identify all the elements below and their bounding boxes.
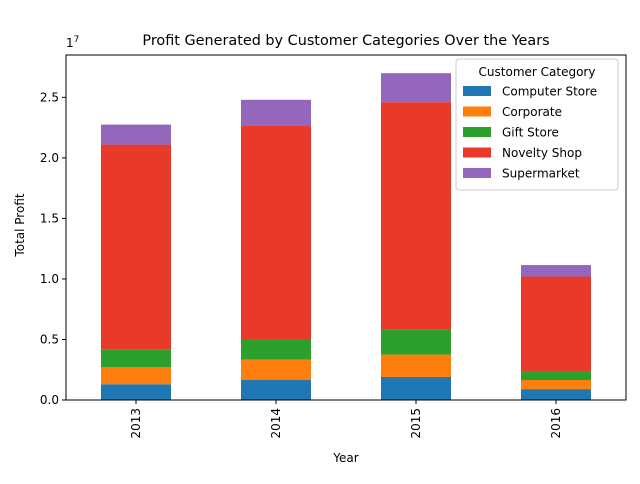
bar-computer-store-2015 xyxy=(381,377,451,400)
legend-label-corporate: Corporate xyxy=(502,105,562,119)
bar-corporate-2015 xyxy=(381,355,451,377)
legend-swatch-novelty-shop xyxy=(463,148,491,158)
legend-label-supermarket: Supermarket xyxy=(502,167,580,181)
bar-supermarket-2013 xyxy=(101,125,171,145)
y-tick-label: 1.0 xyxy=(40,272,59,286)
y-tick-label: 2.0 xyxy=(40,151,59,165)
bar-computer-store-2013 xyxy=(101,384,171,400)
y-tick-label: 2.5 xyxy=(40,90,59,104)
bar-gift-store-2014 xyxy=(241,339,311,359)
bar-corporate-2013 xyxy=(101,367,171,384)
x-axis-label: Year xyxy=(332,451,358,465)
legend-swatch-corporate xyxy=(463,107,491,117)
legend-swatch-computer-store xyxy=(463,86,491,96)
y-tick-label: 0.5 xyxy=(40,332,59,346)
legend-swatch-supermarket xyxy=(463,168,491,178)
bar-supermarket-2015 xyxy=(381,73,451,102)
bar-novelty-shop-2016 xyxy=(521,277,591,371)
x-tick-label: 2013 xyxy=(129,408,143,439)
chart-title: Profit Generated by Customer Categories … xyxy=(142,33,549,49)
y-axis-label: Total Profit xyxy=(13,193,27,257)
bar-corporate-2016 xyxy=(521,380,591,389)
legend-label-gift-store: Gift Store xyxy=(502,126,559,140)
bar-gift-store-2013 xyxy=(101,350,171,368)
bar-novelty-shop-2013 xyxy=(101,145,171,350)
legend-label-computer-store: Computer Store xyxy=(502,85,597,99)
y-tick-label: 1.5 xyxy=(40,211,59,225)
bar-gift-store-2015 xyxy=(381,330,451,355)
bar-novelty-shop-2014 xyxy=(241,125,311,339)
x-tick-label: 2016 xyxy=(549,408,563,439)
legend-title: Customer Category xyxy=(479,65,596,79)
bar-gift-store-2016 xyxy=(521,371,591,380)
x-tick-label: 2014 xyxy=(269,408,283,439)
bar-supermarket-2016 xyxy=(521,265,591,277)
legend-swatch-gift-store xyxy=(463,127,491,137)
bar-supermarket-2014 xyxy=(241,100,311,125)
bar-corporate-2014 xyxy=(241,359,311,380)
bar-novelty-shop-2015 xyxy=(381,102,451,330)
bar-computer-store-2014 xyxy=(241,380,311,400)
legend-label-novelty-shop: Novelty Shop xyxy=(502,146,582,160)
legend: Customer Category Computer Store Corporat… xyxy=(456,59,618,190)
bar-computer-store-2016 xyxy=(521,389,591,400)
y-tick-label: 0.0 xyxy=(40,393,59,407)
x-tick-label: 2015 xyxy=(409,408,423,439)
